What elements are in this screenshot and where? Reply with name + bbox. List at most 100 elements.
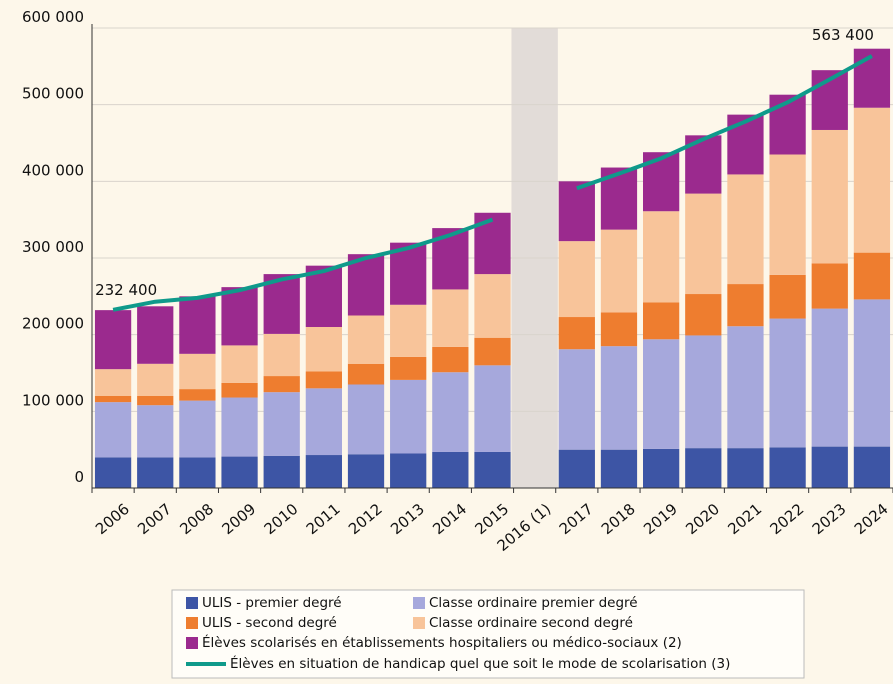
- bar-segment: [769, 318, 806, 448]
- bar-segment: [600, 449, 638, 488]
- bar-segment: [94, 310, 132, 370]
- x-tick-label: 2019: [640, 500, 681, 538]
- bar-segment: [390, 453, 427, 488]
- bar-segment: [263, 455, 300, 488]
- legend-label: ULIS - second degré: [202, 615, 337, 631]
- bar-segment: [347, 454, 385, 488]
- bar-segment: [347, 384, 385, 455]
- bar-segment: [643, 211, 680, 303]
- bar-segment: [305, 388, 342, 456]
- y-tick-label: 100 000: [22, 391, 84, 409]
- bar-segment: [263, 376, 300, 393]
- legend-box: [171, 589, 805, 679]
- x-tick-label: 2022: [767, 500, 808, 538]
- x-tick-label: 2013: [387, 500, 428, 538]
- y-tick-label: 0: [74, 468, 84, 486]
- legend-label: ULIS - premier degré: [202, 595, 342, 611]
- bar-segment: [685, 335, 722, 449]
- bar-segment: [347, 254, 385, 316]
- bar-segment: [811, 129, 848, 264]
- x-tick-label: 2010: [261, 500, 302, 538]
- bar-segment: [94, 402, 132, 458]
- bar-segment: [305, 265, 342, 327]
- x-tick-label: 2014: [429, 500, 470, 538]
- bar-segment: [727, 174, 764, 285]
- bar-segment: [727, 284, 764, 327]
- bar-segment: [221, 287, 258, 346]
- bar-segment: [137, 396, 174, 406]
- bar-segment: [432, 451, 469, 488]
- bar-segment: [179, 353, 216, 390]
- bar-segment: [305, 327, 342, 372]
- bar-segment: [811, 446, 848, 488]
- legend-label: Élèves scolarisés en établissements hosp…: [202, 634, 682, 651]
- legend-swatch: [413, 617, 425, 629]
- y-tick-label: 300 000: [22, 238, 84, 256]
- bar-segment: [853, 299, 891, 447]
- bar-segment: [179, 389, 216, 401]
- bar-segment: [853, 252, 891, 300]
- bar-segment: [643, 448, 680, 488]
- bar-segment: [474, 212, 511, 275]
- bar-segment: [474, 365, 511, 452]
- bar-segment: [685, 448, 722, 488]
- value-label: 563 400: [812, 26, 874, 44]
- bar-segment: [558, 241, 595, 318]
- bar-segment: [769, 94, 806, 155]
- bar-segment: [432, 346, 469, 373]
- legend-swatch: [186, 637, 198, 649]
- line: [112, 54, 873, 312]
- bar-segment: [221, 456, 258, 488]
- bar-segment: [769, 274, 806, 319]
- bar-segment: [558, 349, 595, 450]
- bar-segment: [137, 405, 174, 458]
- bar-segment: [221, 397, 258, 457]
- bar-segment: [769, 447, 806, 488]
- legend-label: Classe ordinaire premier degré: [429, 595, 638, 611]
- x-tick-label: 2009: [219, 500, 260, 538]
- bar-segment: [94, 457, 132, 488]
- legend-swatch: [186, 617, 198, 629]
- legend-label: Élèves en situation de handicap quel que…: [230, 655, 730, 672]
- x-tick-label: 2006: [92, 500, 133, 538]
- bar-segment: [853, 107, 891, 253]
- bar-segment: [643, 302, 680, 340]
- bar-segment: [727, 448, 764, 488]
- bar-segment: [558, 181, 595, 242]
- bar-segment: [263, 333, 300, 377]
- bar-segment: [137, 457, 174, 488]
- bar-segment: [432, 372, 469, 452]
- y-tick-label: 600 000: [22, 8, 84, 26]
- legend-swatch: [186, 597, 198, 609]
- bar-segment: [474, 451, 511, 488]
- bar-segment: [727, 326, 764, 449]
- bar-segment: [769, 154, 806, 275]
- x-tick-label: 2017: [556, 500, 597, 538]
- bar-segment: [811, 263, 848, 309]
- bar-segment: [600, 229, 638, 313]
- x-tick-label: 2011: [303, 500, 344, 538]
- bar-segment: [600, 312, 638, 347]
- bar-segment: [643, 339, 680, 449]
- bar-segment: [474, 337, 511, 366]
- bar-segment: [179, 296, 216, 354]
- bar-segment: [94, 396, 132, 403]
- x-tick-label: 2020: [682, 500, 723, 538]
- bar-segment: [390, 242, 427, 305]
- bar-segment: [390, 304, 427, 357]
- bar-segment: [853, 446, 891, 488]
- bar-segment: [221, 382, 258, 398]
- y-tick-label: 500 000: [22, 85, 84, 103]
- bar-segment: [811, 308, 848, 447]
- bar-segment: [390, 356, 427, 380]
- bar-segment: [263, 392, 300, 456]
- bar-segment: [474, 274, 511, 338]
- bar-segment: [179, 457, 216, 488]
- bar-segment: [221, 345, 258, 383]
- x-tick-label: 2018: [598, 500, 639, 538]
- bar-segment: [94, 369, 132, 396]
- legend-label: Classe ordinaire second degré: [429, 615, 633, 631]
- bar-segment: [305, 455, 342, 488]
- bar-segment: [179, 400, 216, 458]
